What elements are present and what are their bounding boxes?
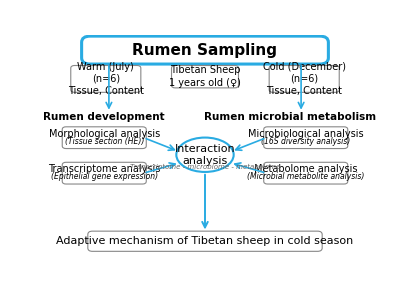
Text: Metabolome analysis: Metabolome analysis <box>254 164 358 175</box>
Text: Interaction
analysis: Interaction analysis <box>175 144 235 166</box>
Text: (Tissue section (HE)): (Tissue section (HE)) <box>64 137 144 146</box>
FancyBboxPatch shape <box>264 162 348 184</box>
Text: Rumen development: Rumen development <box>44 112 165 122</box>
FancyBboxPatch shape <box>88 231 322 251</box>
FancyBboxPatch shape <box>62 127 146 149</box>
Text: Warm (July)
(n=6)
Tissue, Content: Warm (July) (n=6) Tissue, Content <box>68 62 144 96</box>
Text: Cold (December)
(n=6)
Tissue, Content: Cold (December) (n=6) Tissue, Content <box>263 62 346 96</box>
Text: (Microbial metabolite analysis): (Microbial metabolite analysis) <box>247 173 364 181</box>
Text: Adaptive mechanism of Tibetan sheep in cold season: Adaptive mechanism of Tibetan sheep in c… <box>56 236 354 246</box>
Text: Microbiological analysis: Microbiological analysis <box>248 129 364 139</box>
Text: Tibetan Sheep
1 years old (♀): Tibetan Sheep 1 years old (♀) <box>169 65 241 88</box>
FancyBboxPatch shape <box>264 127 348 149</box>
Text: Morphological analysis: Morphological analysis <box>49 129 160 139</box>
Ellipse shape <box>176 138 234 172</box>
Text: Transcriptome - microbiome - metabolome: Transcriptome - microbiome - metabolome <box>130 164 280 170</box>
Text: Transcriptome analysis: Transcriptome analysis <box>48 164 160 175</box>
Text: Rumen microbial metabolism: Rumen microbial metabolism <box>204 112 376 122</box>
Text: (Epithelial gene expression): (Epithelial gene expression) <box>51 173 158 181</box>
FancyBboxPatch shape <box>172 65 238 88</box>
FancyBboxPatch shape <box>71 65 141 92</box>
FancyBboxPatch shape <box>82 36 328 64</box>
FancyBboxPatch shape <box>269 65 339 92</box>
FancyBboxPatch shape <box>62 162 146 184</box>
Text: (16S diversity analysis): (16S diversity analysis) <box>261 137 350 146</box>
Text: Rumen Sampling: Rumen Sampling <box>132 43 278 58</box>
